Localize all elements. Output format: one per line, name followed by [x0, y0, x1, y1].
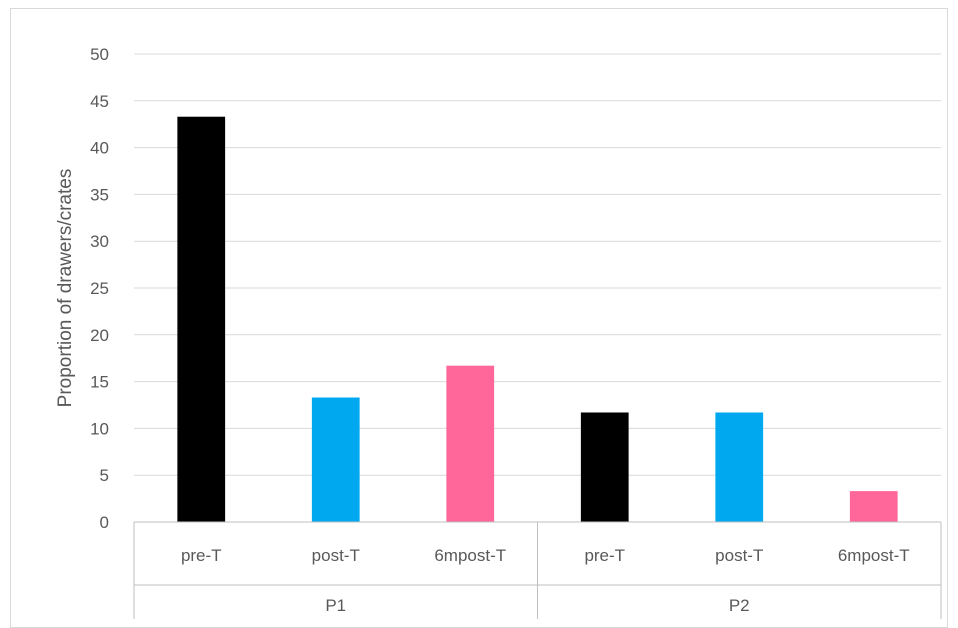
- x-tick-label: 6mpost-T: [434, 546, 506, 565]
- y-tick-label: 15: [90, 373, 109, 392]
- y-tick-label: 20: [90, 326, 109, 345]
- y-tick-label: 5: [100, 466, 109, 485]
- y-axis-label: Proportion of drawers/crates: [55, 169, 76, 408]
- x-tick-label: post-T: [312, 546, 360, 565]
- bar-p1-post-t: [311, 397, 360, 522]
- x-tick-label: post-T: [715, 546, 763, 565]
- x-tick-label: pre-T: [584, 546, 625, 565]
- axes: 0 5 10 15 20 25 30 35 40 45 50 pre-T post-T 6mpost-T P…: [90, 45, 942, 619]
- bar-p2-post-t: [715, 412, 764, 522]
- x-tick-label: pre-T: [181, 546, 222, 565]
- y-tick-label: 50: [90, 45, 109, 64]
- group-label: P1: [325, 596, 346, 615]
- bar-p1-6mpost-t: [446, 365, 495, 522]
- y-tick-label: 25: [90, 279, 109, 298]
- y-tick-label: 10: [90, 419, 109, 438]
- y-tick-label: 35: [90, 185, 109, 204]
- x-tick-label: 6mpost-T: [838, 546, 910, 565]
- y-tick-label: 40: [90, 139, 109, 158]
- bars: [177, 116, 898, 522]
- bar-p2-pre-t: [580, 412, 629, 522]
- y-tick-label: 0: [100, 513, 109, 532]
- gridlines: [134, 53, 941, 476]
- bar-p1-pre-t: [177, 116, 226, 522]
- group-label: P2: [729, 596, 750, 615]
- y-tick-label: 45: [90, 92, 109, 111]
- bar-p2-6mpost-t: [849, 491, 898, 522]
- y-tick-label: 30: [90, 232, 109, 251]
